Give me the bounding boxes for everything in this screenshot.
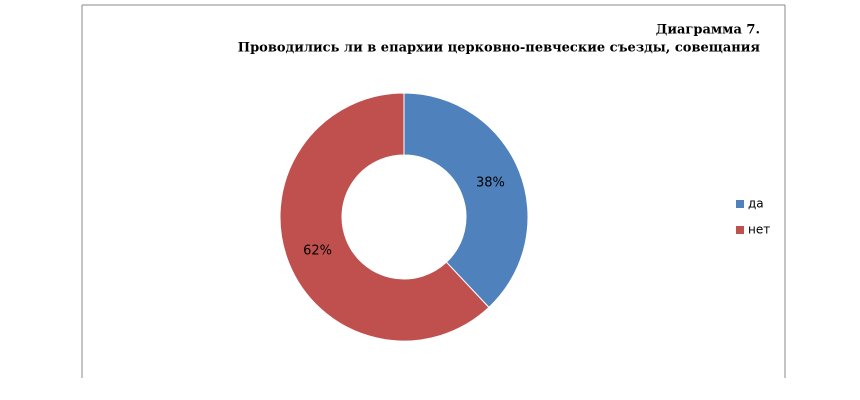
- legend-label: нет: [748, 223, 770, 237]
- donut-segment: [279, 92, 490, 342]
- donut-segment: [403, 92, 529, 309]
- legend-label: да: [748, 197, 764, 211]
- chart-subtitle: Проводились ли в епархии церковно-певчес…: [238, 41, 761, 56]
- legend-swatch: [736, 200, 744, 208]
- legend-swatch: [736, 226, 744, 234]
- data-label: 62%: [303, 244, 332, 259]
- data-label: 38%: [476, 175, 505, 190]
- chart-title: Диаграмма 7.: [656, 23, 760, 38]
